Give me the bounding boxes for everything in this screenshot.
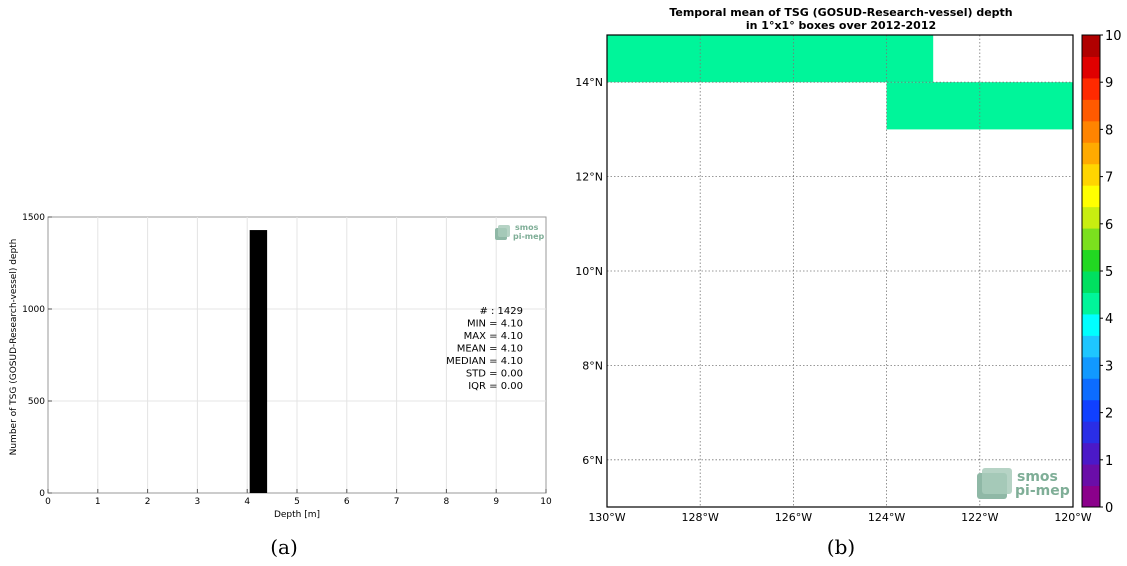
map-title: Temporal mean of TSG (GOSUD-Research-ves… xyxy=(669,6,1012,19)
map-grid xyxy=(607,35,1073,507)
colorbar-segment xyxy=(1082,56,1100,79)
colorbar-segment xyxy=(1082,185,1100,208)
colorbar-segment xyxy=(1082,485,1100,508)
histogram-stat-line: MAX = 4.10 xyxy=(464,331,523,342)
colorbar-segment xyxy=(1082,206,1100,229)
map-longitude-label: 130°W xyxy=(588,511,625,524)
histogram-stat-line: IQR = 0.00 xyxy=(468,381,523,392)
colorbar-segment xyxy=(1082,249,1100,272)
colorbar-tick-label: 4 xyxy=(1105,312,1113,327)
colorbar-ticks: 0 1 2 3 4 5 6 7 8 9 10 xyxy=(1100,29,1122,516)
map-panel: Temporal mean of TSG (GOSUD-Research-ves… xyxy=(575,6,1121,559)
colorbar-segment xyxy=(1082,99,1100,122)
histogram-x-tick-label: 0 xyxy=(45,497,51,507)
colorbar-tick-label: 5 xyxy=(1105,265,1113,280)
map-longitude-ticks: 130°W 128°W 126°W 124°W 122°W 120°W xyxy=(588,511,1091,524)
map-latitude-label: 8°N xyxy=(582,359,603,372)
colorbar-segment xyxy=(1082,335,1100,358)
histogram-x-tick-label: 9 xyxy=(493,497,499,507)
colorbar-segment xyxy=(1082,421,1100,444)
colorbar-segment xyxy=(1082,356,1100,379)
colorbar-segment xyxy=(1082,163,1100,186)
colorbar-segment xyxy=(1082,271,1100,293)
colorbar-segment xyxy=(1082,399,1100,422)
map-latitude-label: 10°N xyxy=(575,265,603,278)
map-latitude-label: 14°N xyxy=(575,76,603,89)
colorbar-tick-label: 3 xyxy=(1105,359,1113,374)
histogram-stat-line: # : 1429 xyxy=(479,306,523,317)
logo-mark-layer xyxy=(982,468,1012,494)
map-longitude-label: 120°W xyxy=(1054,511,1091,524)
map-longitude-label: 128°W xyxy=(682,511,719,524)
smos-pi-mep-map-logo: smos pi-mep xyxy=(977,468,1070,499)
colorbar-tick-label: 2 xyxy=(1105,407,1113,422)
caption-b: (b) xyxy=(827,535,855,559)
histogram-panel: 0 1 2 3 4 5 6 7 8 9 10 0 500 1000 1500 Depth [m] Numb… xyxy=(9,213,552,559)
caption-a: (a) xyxy=(270,535,298,559)
colorbar-segment xyxy=(1082,378,1100,401)
map-latitude-ticks: 6°N 8°N 10°N 12°N 14°N xyxy=(575,76,603,467)
histogram-x-tick-label: 8 xyxy=(444,497,450,507)
map-latitude-label: 12°N xyxy=(575,171,603,184)
histogram-stat-line: MIN = 4.10 xyxy=(467,319,523,330)
histogram-bar xyxy=(249,230,268,493)
colorbar-tick-label: 9 xyxy=(1105,76,1113,91)
logo-text-pi-mep: pi-mep xyxy=(513,232,545,241)
histogram-x-tick-label: 4 xyxy=(244,497,250,507)
map-longitude-label: 122°W xyxy=(961,511,998,524)
logo-text-smos: smos xyxy=(1017,469,1058,485)
colorbar-segment xyxy=(1082,77,1100,100)
colorbar-segment xyxy=(1082,442,1100,465)
histogram-x-tick-label: 10 xyxy=(540,497,552,507)
histogram-y-ticks: 0 500 1000 1500 xyxy=(22,213,52,499)
histogram-x-ticks: 0 1 2 3 4 5 6 7 8 9 10 xyxy=(45,489,552,507)
logo-text-pi-mep: pi-mep xyxy=(1015,483,1070,499)
histogram-x-tick-label: 5 xyxy=(294,497,300,507)
histogram-y-tick-label: 0 xyxy=(39,489,45,499)
histogram-stat-line: MEAN = 4.10 xyxy=(457,344,523,355)
histogram-x-axis-label: Depth [m] xyxy=(274,510,320,520)
colorbar-segment xyxy=(1082,35,1100,57)
histogram-x-tick-label: 6 xyxy=(344,497,350,507)
colorbar-segment xyxy=(1082,464,1100,487)
map-longitude-label: 126°W xyxy=(775,511,812,524)
map-data-cell xyxy=(607,35,934,83)
histogram-x-tick-label: 7 xyxy=(394,497,400,507)
map-latitude-label: 6°N xyxy=(582,454,603,467)
map-subtitle: in 1°x1° boxes over 2012-2012 xyxy=(746,19,936,32)
colorbar-tick-label: 7 xyxy=(1105,171,1113,186)
colorbar-segment xyxy=(1082,292,1100,315)
histogram-stat-line: MEDIAN = 4.10 xyxy=(446,356,523,367)
logo-mark-layer xyxy=(498,225,510,237)
colorbar-tick-label: 10 xyxy=(1105,29,1122,44)
colorbar-tick-label: 6 xyxy=(1105,218,1113,233)
histogram-bars xyxy=(249,230,268,493)
colorbar-tick-label: 0 xyxy=(1105,501,1113,516)
histogram-y-axis-label: Number of TSG (GOSUD-Research-vessel) de… xyxy=(9,239,19,456)
histogram-stat-line: STD = 0.00 xyxy=(466,369,523,380)
colorbar-tick-label: 8 xyxy=(1105,123,1113,138)
colorbar-segment xyxy=(1082,228,1100,251)
histogram-y-tick-label: 1500 xyxy=(22,213,45,223)
map-frame xyxy=(606,34,1074,508)
logo-text-smos: smos xyxy=(515,223,539,232)
colorbar xyxy=(1081,34,1101,508)
histogram-x-tick-label: 2 xyxy=(145,497,151,507)
histogram-x-tick-label: 1 xyxy=(95,497,101,507)
histogram-y-tick-label: 1000 xyxy=(22,305,45,315)
colorbar-tick-label: 1 xyxy=(1105,454,1113,469)
colorbar-segment xyxy=(1082,313,1100,336)
histogram-x-tick-label: 3 xyxy=(195,497,201,507)
colorbar-segment xyxy=(1082,142,1100,165)
histogram-y-tick-label: 500 xyxy=(28,397,45,407)
histogram-grid xyxy=(48,217,546,493)
smos-pi-mep-logo: smos pi-mep xyxy=(495,223,545,241)
colorbar-segment xyxy=(1082,120,1100,143)
map-longitude-label: 124°W xyxy=(868,511,905,524)
